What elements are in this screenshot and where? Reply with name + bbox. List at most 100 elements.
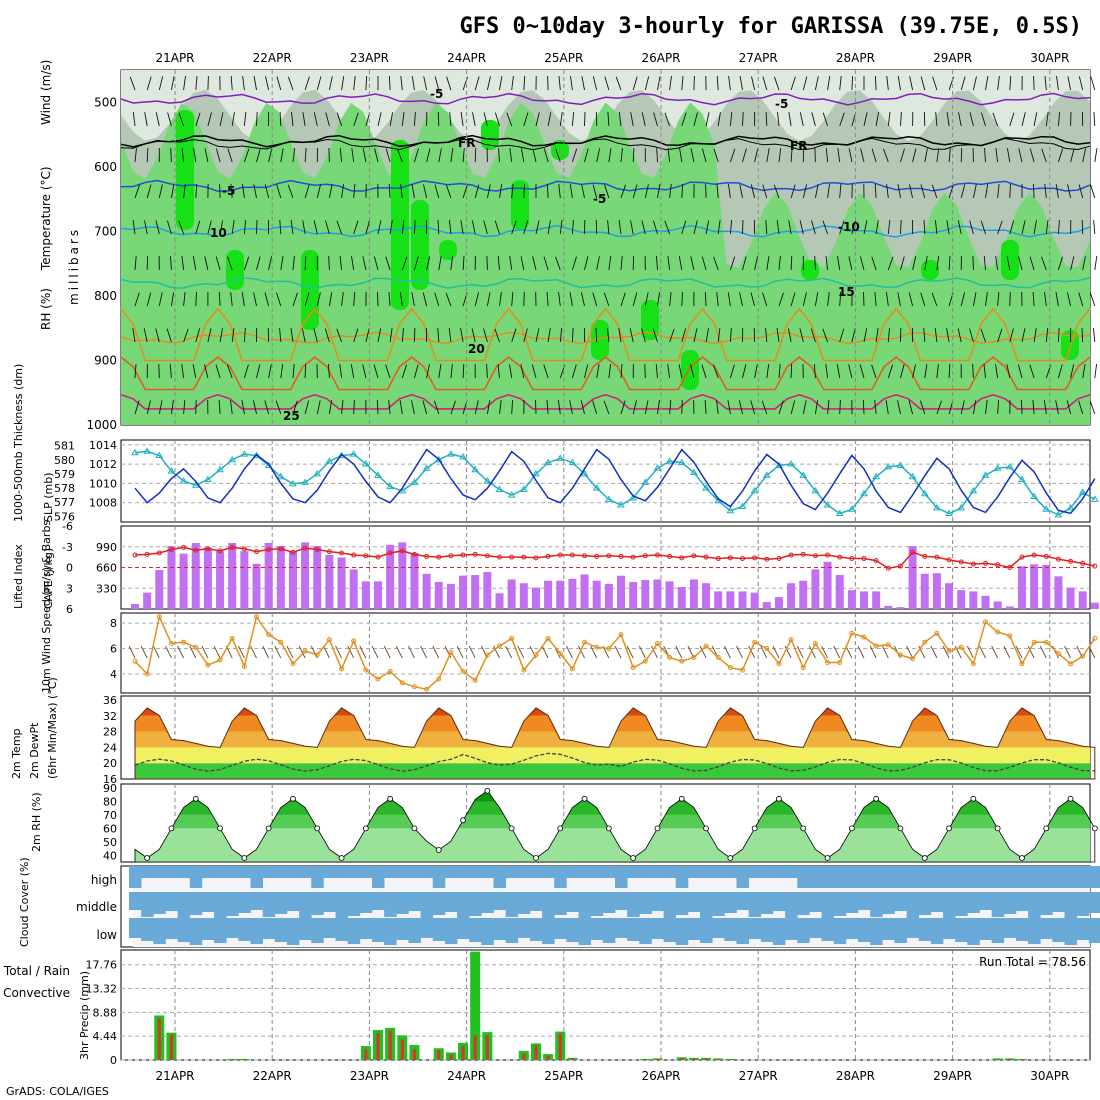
cape-bar bbox=[556, 580, 565, 609]
wind-barb bbox=[434, 292, 440, 307]
wind-barb bbox=[1018, 148, 1023, 163]
wind-barb bbox=[837, 148, 841, 163]
wind-barb bbox=[486, 255, 488, 271]
wind-barb bbox=[569, 184, 573, 199]
wind-barb bbox=[1089, 400, 1096, 415]
wind-barb bbox=[411, 184, 415, 199]
wind-barb bbox=[608, 364, 612, 379]
wind-barb bbox=[1009, 291, 1011, 307]
wind-barb bbox=[243, 256, 250, 271]
wind-barb bbox=[243, 364, 249, 379]
lifted-index-point bbox=[885, 565, 891, 571]
wind-speed-point bbox=[302, 648, 308, 654]
wind-barb bbox=[468, 645, 476, 659]
wind-barb bbox=[1027, 645, 1035, 659]
cape-bar bbox=[1030, 564, 1039, 609]
wind-barb bbox=[571, 256, 577, 271]
millibars-label: millibars bbox=[67, 227, 81, 305]
middle-cloud-bar bbox=[943, 892, 956, 919]
wind-barb bbox=[629, 328, 634, 343]
wind-barb bbox=[420, 645, 428, 659]
wind-barb bbox=[385, 148, 391, 163]
wind-barb bbox=[324, 328, 330, 343]
wind-barb bbox=[170, 147, 172, 163]
lifted-index-point bbox=[922, 553, 928, 559]
middle-cloud-bar bbox=[372, 892, 385, 910]
rh-point bbox=[338, 855, 345, 861]
wind-label: Wind (m/s) bbox=[39, 60, 53, 125]
wind-barb bbox=[900, 219, 902, 235]
wind-barb bbox=[132, 328, 136, 343]
middle-cloud-bar bbox=[760, 892, 774, 914]
precip-convective-bar bbox=[230, 1059, 234, 1060]
wind-barb bbox=[1021, 112, 1026, 127]
wind-barb bbox=[796, 645, 804, 659]
wind-barb bbox=[322, 645, 330, 659]
lifted-index-point bbox=[217, 548, 223, 554]
low-cloud-bar bbox=[444, 918, 458, 944]
wind-barb bbox=[499, 184, 503, 199]
wind-barb bbox=[590, 645, 598, 659]
wind-barb bbox=[558, 184, 561, 199]
wind-barb bbox=[657, 292, 661, 307]
cape-bar bbox=[957, 590, 966, 609]
wind-barb bbox=[1039, 645, 1047, 659]
wind-barb bbox=[845, 645, 853, 659]
thickness-point bbox=[799, 471, 808, 478]
middle-cloud-bar bbox=[493, 892, 506, 910]
temperature-contour bbox=[120, 224, 1091, 238]
thickness-point bbox=[957, 503, 966, 511]
wind-speed-point bbox=[241, 663, 247, 669]
high-cloud-bar bbox=[967, 866, 980, 888]
wind-barb bbox=[505, 645, 513, 659]
wind-barb bbox=[325, 112, 330, 127]
low-cloud-bar bbox=[590, 918, 604, 940]
lifted-index-point bbox=[314, 547, 320, 553]
middle-cloud-bar bbox=[129, 892, 142, 910]
wind-barb bbox=[656, 255, 658, 271]
high-cloud-bar bbox=[675, 866, 689, 888]
wind-barb bbox=[839, 291, 842, 307]
wind-speed-line bbox=[134, 614, 1096, 691]
wind-speed-point bbox=[788, 637, 794, 643]
wind-barb bbox=[1057, 327, 1060, 343]
wind-speed-point bbox=[193, 644, 199, 650]
rh-band bbox=[135, 814, 1090, 829]
wind-barb bbox=[717, 112, 721, 127]
rh-high-streak bbox=[226, 250, 244, 290]
wind-barb bbox=[1055, 184, 1059, 199]
cape-bar bbox=[349, 569, 358, 609]
rh-high-streak bbox=[641, 300, 659, 340]
wind-speed-point bbox=[825, 660, 831, 666]
wind-tick: 4 bbox=[110, 668, 117, 681]
lifted-index-point bbox=[326, 549, 332, 555]
wind-barb bbox=[195, 328, 201, 343]
low-cloud-bar bbox=[359, 918, 373, 939]
wind-barb bbox=[985, 184, 989, 199]
wind-barb bbox=[401, 364, 408, 379]
lifted-index-point bbox=[849, 556, 855, 562]
wind-barb bbox=[547, 328, 551, 343]
wind-barb bbox=[1067, 76, 1072, 91]
wind-barb bbox=[193, 148, 197, 163]
lifted-index-point bbox=[727, 555, 733, 561]
wind-barb bbox=[946, 220, 950, 235]
contour-label: -5 bbox=[222, 184, 235, 198]
high-cloud-bar bbox=[809, 866, 822, 888]
lifted-index-point bbox=[1092, 563, 1098, 569]
cape-bar bbox=[191, 542, 200, 609]
cape-bar bbox=[604, 583, 613, 609]
cape-bar bbox=[896, 607, 905, 609]
wind-barb bbox=[313, 328, 318, 343]
wind-barb bbox=[957, 328, 962, 343]
middle-cloud-bar bbox=[955, 892, 968, 916]
wind-barb bbox=[985, 76, 989, 91]
high-cloud-bar bbox=[262, 866, 276, 878]
wind-barb bbox=[483, 328, 488, 343]
wind-barb bbox=[474, 292, 480, 307]
day-label-bottom: 30APR bbox=[1030, 1069, 1069, 1083]
day-label-top: 26APR bbox=[641, 51, 680, 65]
wind-barb bbox=[871, 148, 877, 163]
temp-tick: 28 bbox=[103, 726, 117, 739]
wind-barb bbox=[874, 75, 877, 91]
